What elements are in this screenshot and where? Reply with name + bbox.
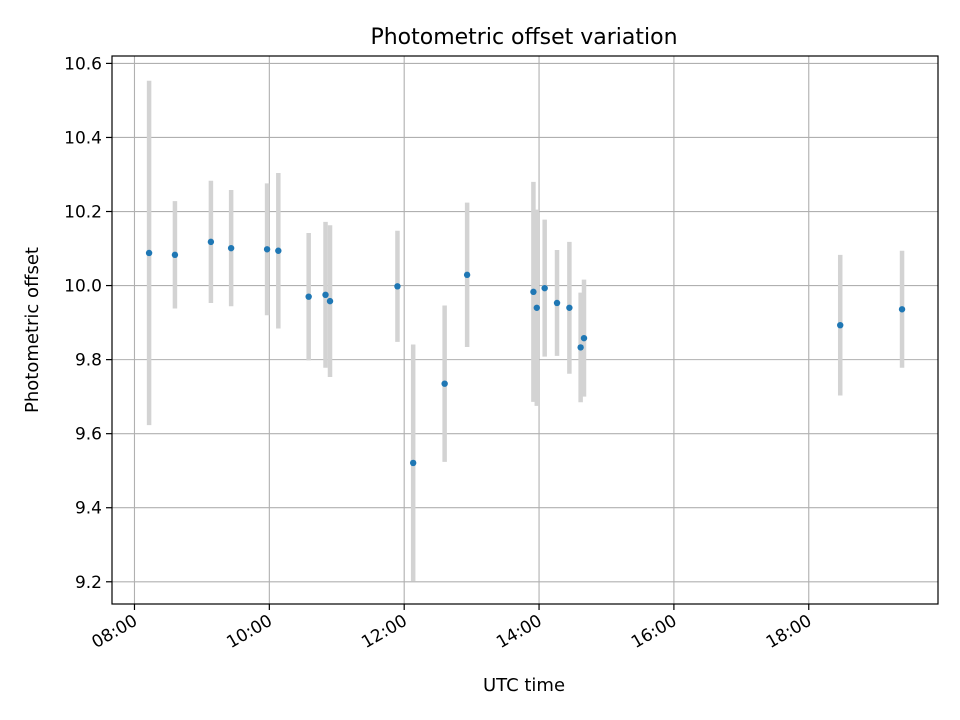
data-point: [322, 291, 329, 299]
y-tick-label: 9.6: [75, 425, 102, 445]
data-point: [305, 293, 312, 300]
data-point: [145, 249, 153, 257]
data-point: [171, 251, 179, 259]
data-point: [207, 238, 215, 246]
data-point: [566, 304, 573, 311]
x-axis-label: UTC time: [483, 675, 565, 696]
data-point: [580, 334, 588, 342]
data-point: [409, 459, 417, 467]
data-point: [227, 244, 235, 252]
chart-title: Photometric offset variation: [370, 25, 677, 50]
data-points: [145, 238, 906, 467]
data-point: [541, 284, 548, 292]
x-tick-label: 08:00: [89, 611, 141, 653]
y-tick-label: 9.4: [75, 499, 102, 519]
data-point: [533, 304, 540, 311]
y-tick-label: 10.4: [64, 128, 102, 148]
y-axis-label: Photometric offset: [22, 247, 43, 413]
data-point: [326, 297, 334, 305]
x-axis-ticks: 08:00 10:00 12:00 14:00 16:00 18:00: [89, 604, 815, 653]
grid-lines: [112, 56, 938, 604]
data-point: [441, 380, 448, 387]
y-tick-label: 9.8: [75, 351, 102, 371]
data-point: [394, 283, 401, 290]
data-point: [463, 271, 471, 279]
x-tick-label: 16:00: [628, 611, 680, 653]
data-point: [898, 306, 906, 313]
data-point: [553, 299, 561, 307]
y-tick-label: 10.2: [64, 203, 102, 223]
data-point: [837, 321, 844, 329]
y-tick-label: 10.0: [64, 277, 102, 297]
x-tick-label: 10:00: [223, 611, 275, 653]
x-tick-label: 14:00: [493, 611, 545, 653]
error-bars: [146, 80, 905, 582]
y-tick-label: 10.6: [64, 54, 102, 74]
plot-frame: [111, 55, 939, 605]
data-point: [263, 246, 271, 253]
y-axis-ticks: 9.2 9.4 9.6 9.8 10.0 10.2 10.4 10.6: [64, 54, 112, 593]
data-point: [530, 288, 537, 296]
x-tick-label: 12:00: [358, 611, 410, 653]
data-point: [275, 247, 282, 254]
x-tick-label: 18:00: [763, 611, 815, 653]
y-tick-label: 9.2: [75, 573, 102, 593]
data-point: [577, 344, 584, 351]
